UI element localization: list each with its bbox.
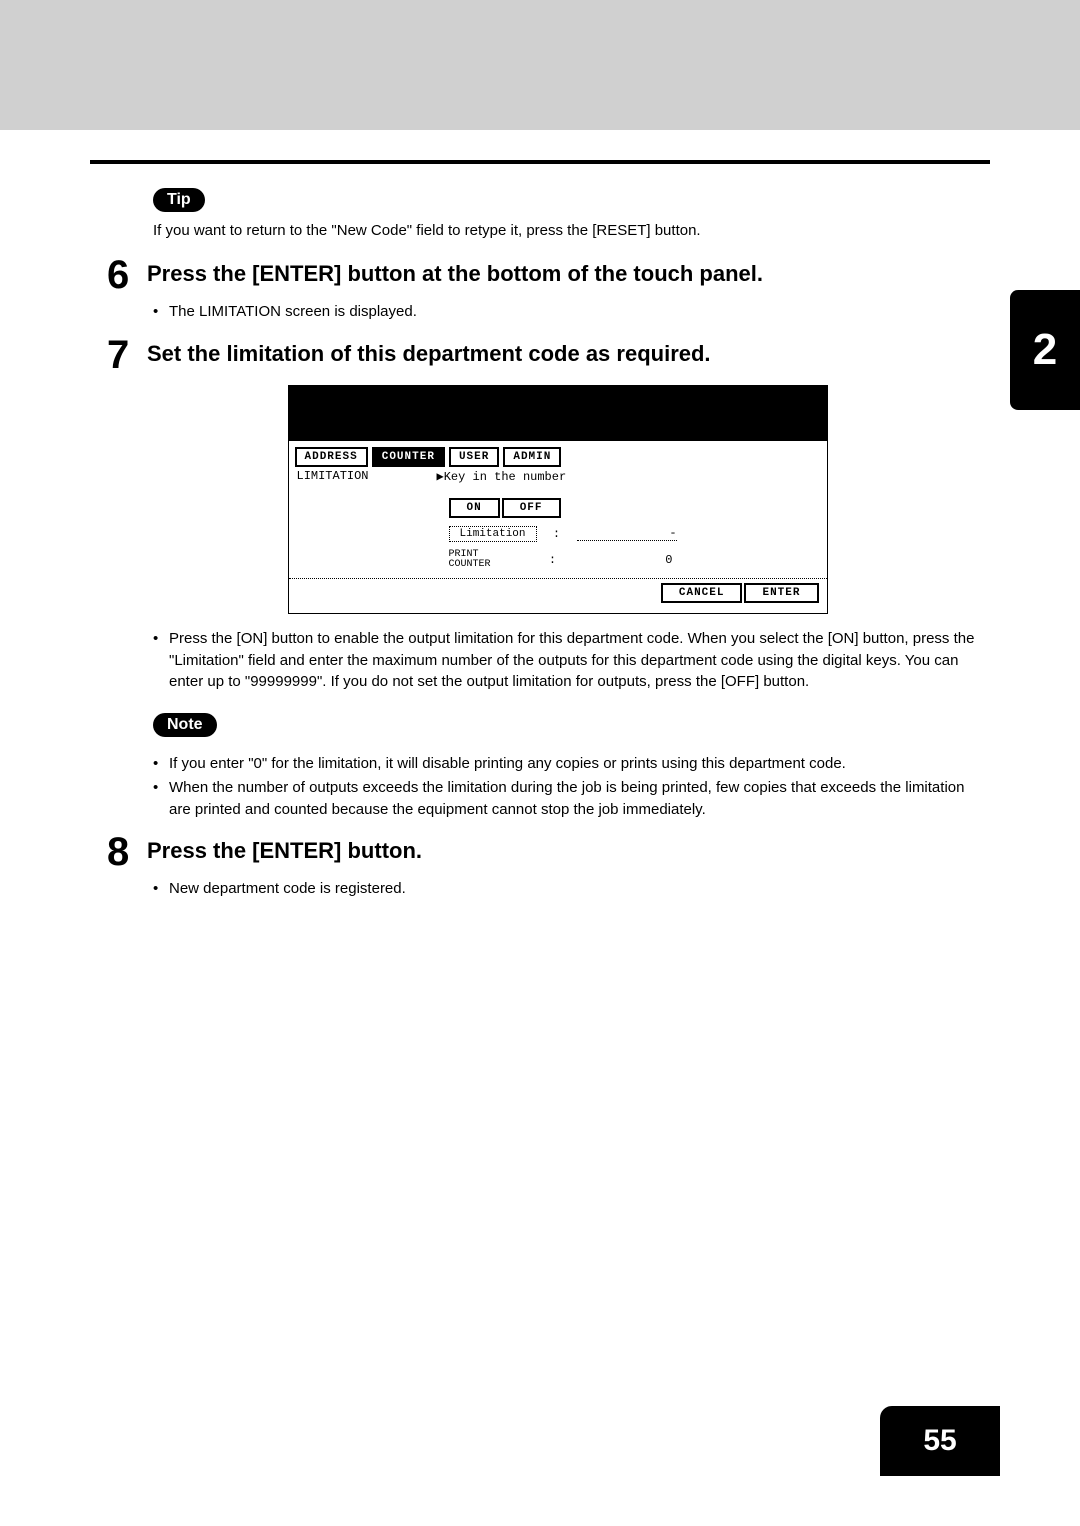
screenshot-footer: CANCEL ENTER [289, 578, 827, 607]
bullet-text: If you enter "0" for the limitation, it … [153, 753, 980, 775]
bullet-text: Press the [ON] button to enable the outp… [153, 628, 980, 693]
colon: : [533, 553, 573, 567]
print-counter-label: PRINTCOUNTER [449, 550, 533, 570]
tab-user[interactable]: USER [449, 447, 499, 467]
cancel-button[interactable]: CANCEL [661, 583, 743, 603]
horizontal-rule [90, 160, 990, 164]
step-number: 8 [107, 832, 147, 872]
step-8-body: New department code is registered. [153, 878, 980, 900]
step-number: 6 [107, 255, 147, 295]
tip-badge: Tip [153, 188, 205, 212]
limitation-label: LIMITATION [297, 469, 437, 483]
note-badge: Note [153, 713, 217, 737]
page-number: 55 [880, 1406, 1000, 1476]
screenshot-body: ADDRESS COUNTER USER ADMIN LIMITATION ▶K… [289, 441, 827, 613]
bullet-text: The LIMITATION screen is displayed. [153, 301, 980, 323]
print-counter-value: 0 [573, 553, 673, 567]
limitation-field-row: Limitation : - [449, 526, 827, 542]
step-title: Press the [ENTER] button. [147, 832, 422, 864]
bullet-text: New department code is registered. [153, 878, 980, 900]
limitation-screenshot: ADDRESS COUNTER USER ADMIN LIMITATION ▶K… [288, 385, 828, 614]
screenshot-tabs: ADDRESS COUNTER USER ADMIN [289, 443, 827, 467]
screenshot-breadcrumb-row: LIMITATION ▶Key in the number [289, 467, 827, 486]
step-8: 8 Press the [ENTER] button. [135, 832, 980, 872]
content-area: Tip If you want to return to the "New Co… [135, 180, 980, 912]
print-counter-row: PRINTCOUNTER : 0 [449, 550, 827, 570]
on-button[interactable]: ON [449, 498, 500, 518]
note-body: If you enter "0" for the limitation, it … [153, 753, 980, 820]
on-off-group: ON OFF [449, 498, 827, 518]
chapter-tab: 2 [1010, 290, 1080, 410]
step-title: Set the limitation of this department co… [147, 335, 711, 367]
colon: : [537, 527, 577, 541]
tab-address[interactable]: ADDRESS [295, 447, 368, 467]
bullet-text: When the number of outputs exceeds the l… [153, 777, 980, 821]
step-7-body: Press the [ON] button to enable the outp… [153, 628, 980, 693]
step-number: 7 [107, 335, 147, 375]
step-6: 6 Press the [ENTER] button at the bottom… [135, 255, 980, 295]
enter-button[interactable]: ENTER [744, 583, 818, 603]
tip-text: If you want to return to the "New Code" … [153, 222, 980, 239]
step-6-body: The LIMITATION screen is displayed. [153, 301, 980, 323]
screenshot-header-black [289, 386, 827, 441]
tab-counter[interactable]: COUNTER [372, 447, 445, 467]
limitation-field[interactable]: Limitation [449, 526, 537, 542]
key-in-prompt: ▶Key in the number [437, 469, 567, 484]
tab-admin[interactable]: ADMIN [503, 447, 561, 467]
page: 2 Tip If you want to return to the "New … [0, 0, 1080, 1526]
step-title: Press the [ENTER] button at the bottom o… [147, 255, 763, 287]
off-button[interactable]: OFF [502, 498, 561, 518]
limitation-value: - [577, 526, 677, 541]
step-7: 7 Set the limitation of this department … [135, 335, 980, 375]
